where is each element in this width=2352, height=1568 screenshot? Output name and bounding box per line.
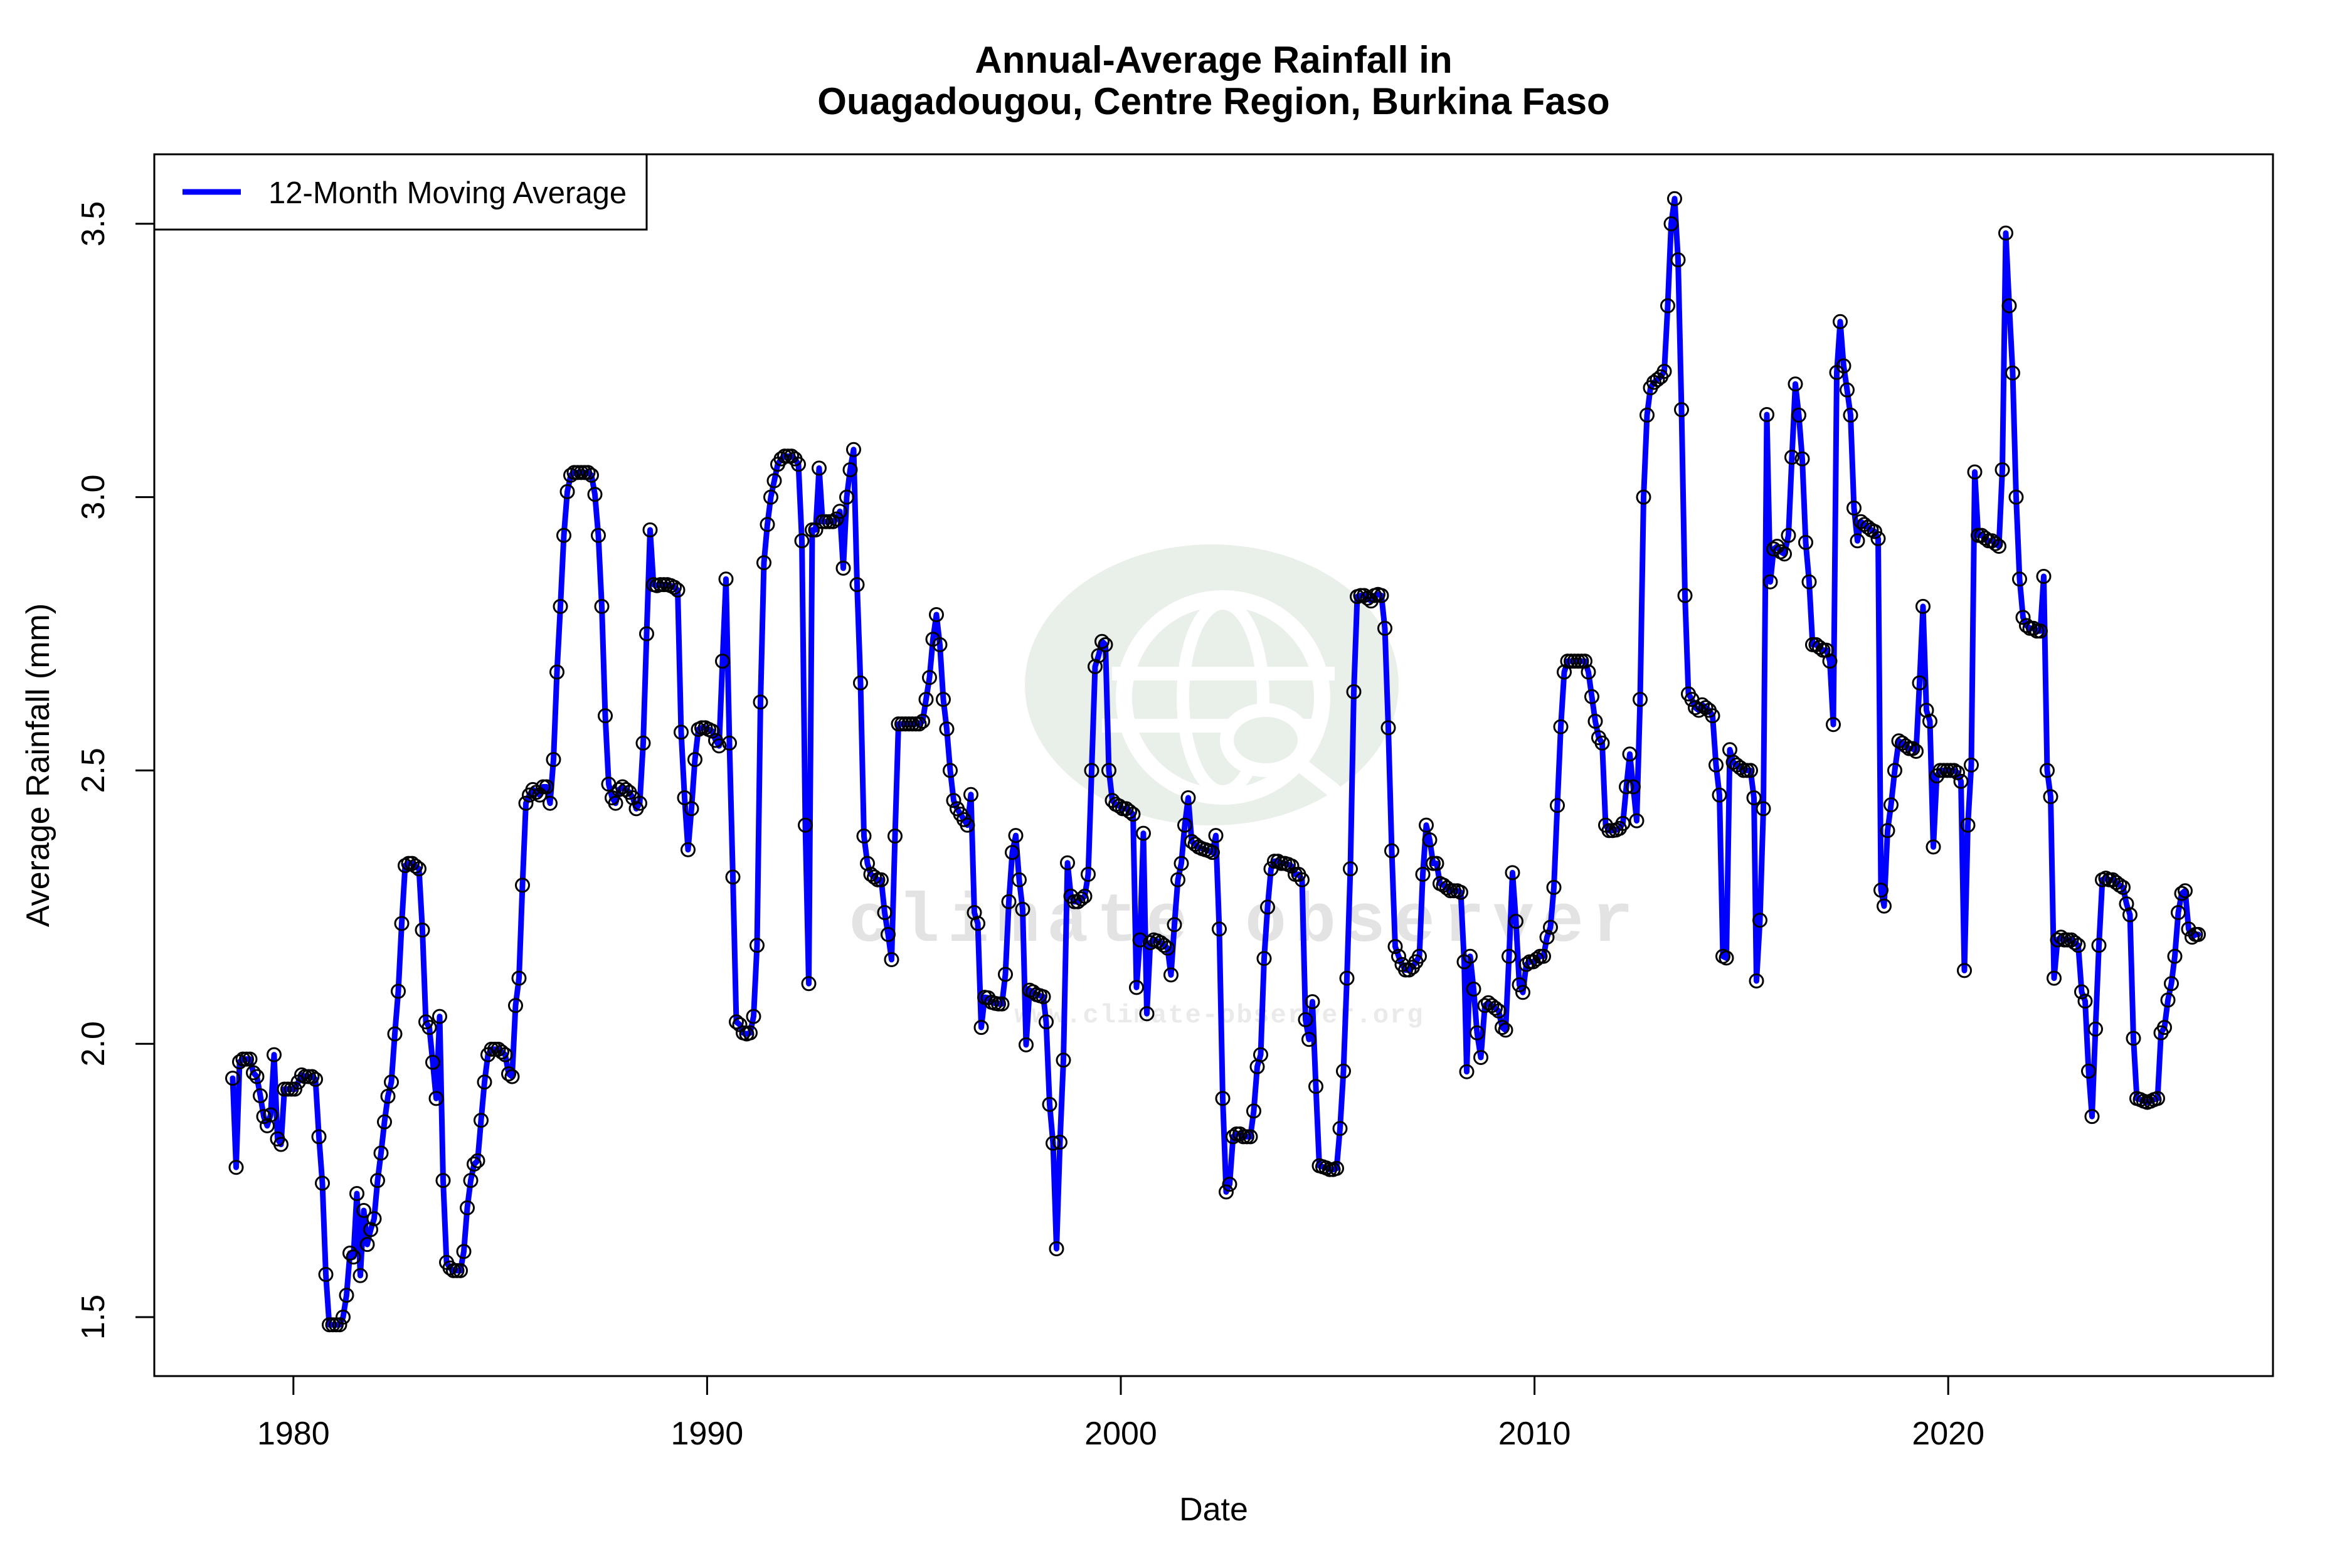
svg-text:1.5: 1.5 [75, 1295, 112, 1340]
svg-text:2020: 2020 [1912, 1416, 1984, 1452]
svg-text:3.0: 3.0 [75, 474, 112, 519]
svg-text:Annual-Average Rainfall in: Annual-Average Rainfall in [975, 39, 1452, 81]
svg-text:1980: 1980 [257, 1416, 330, 1452]
svg-text:2.5: 2.5 [75, 748, 112, 793]
svg-text:Date: Date [1179, 1491, 1248, 1528]
svg-text:3.5: 3.5 [75, 201, 112, 246]
svg-text:Ouagadougou, Centre Region, Bu: Ouagadougou, Centre Region, Burkina Faso [817, 80, 1609, 122]
svg-text:2.0: 2.0 [75, 1021, 112, 1066]
svg-text:12-Month Moving Average: 12-Month Moving Average [268, 176, 627, 210]
svg-text:2000: 2000 [1084, 1416, 1157, 1452]
svg-text:1990: 1990 [671, 1416, 744, 1452]
svg-text:Average Rainfall (mm): Average Rainfall (mm) [20, 603, 56, 927]
svg-text:2010: 2010 [1498, 1416, 1571, 1452]
